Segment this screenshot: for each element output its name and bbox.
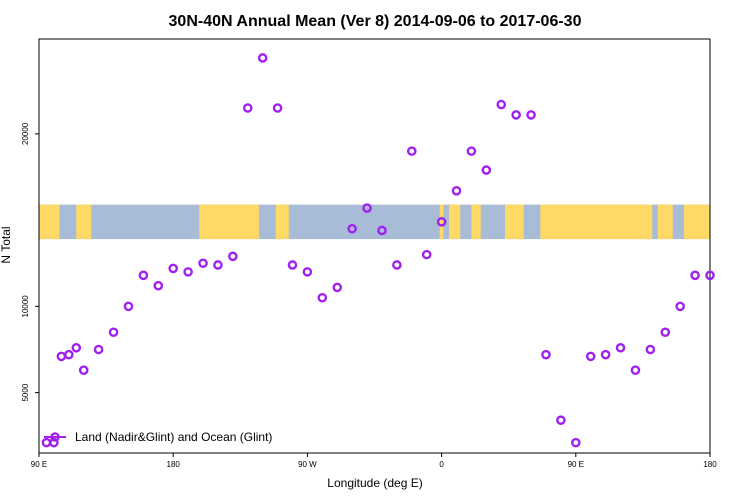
- data-point: [272, 103, 283, 113]
- x-tick-label: 90 E: [31, 460, 47, 469]
- data-point: [228, 251, 238, 262]
- data-point: [242, 103, 253, 113]
- land-region: [504, 204, 524, 240]
- data-point: [78, 365, 89, 376]
- data-point: [317, 292, 328, 303]
- land-region: [471, 204, 481, 240]
- x-tick-label: 90 E: [568, 460, 584, 469]
- data-point: [615, 342, 626, 353]
- data-point: [585, 351, 596, 362]
- data-point: [526, 110, 536, 120]
- data-point: [183, 267, 193, 277]
- legend-label: Land (Nadir&Glint) and Ocean (Glint): [75, 430, 272, 444]
- data-point: [332, 282, 343, 293]
- x-tick-label: 0: [439, 460, 444, 469]
- data-point: [64, 349, 74, 360]
- land-region: [76, 204, 92, 240]
- land-region: [540, 204, 653, 240]
- x-tick-label: 180: [167, 460, 181, 469]
- data-point: [93, 344, 104, 355]
- data-point: [630, 365, 641, 376]
- data-point: [511, 110, 521, 120]
- data-point: [600, 349, 611, 360]
- data-point: [556, 415, 566, 426]
- data-points: [41, 53, 715, 448]
- data-point: [362, 203, 372, 213]
- data-point: [49, 437, 59, 448]
- data-point: [645, 344, 656, 355]
- x-tick-label: 90 W: [298, 460, 317, 469]
- legend-marker: [50, 432, 60, 442]
- data-point: [541, 349, 551, 360]
- land-region: [275, 204, 289, 240]
- data-point: [287, 260, 298, 270]
- data-point: [56, 351, 67, 362]
- data-point: [466, 146, 477, 156]
- data-point: [690, 270, 700, 281]
- land-region: [683, 204, 710, 240]
- land-region: [449, 204, 461, 240]
- data-point: [213, 260, 223, 270]
- land-region: [39, 204, 60, 240]
- land-region: [657, 204, 673, 240]
- data-point: [168, 263, 178, 274]
- data-point: [123, 301, 134, 312]
- data-point: [406, 146, 417, 156]
- data-point: [675, 301, 685, 312]
- data-point: [302, 267, 313, 277]
- legend: Land (Nadir&Glint) and Ocean (Glint): [44, 430, 272, 444]
- y-tick-label: 20000: [21, 122, 30, 145]
- x-axis-label: Longitude (deg E): [327, 476, 422, 490]
- data-point: [660, 327, 671, 338]
- y-tick-label: 10000: [21, 295, 30, 318]
- y-tick-label: 5000: [21, 383, 30, 401]
- land-region: [439, 204, 444, 240]
- x-tick-label: 180: [703, 460, 717, 469]
- data-point: [138, 270, 149, 281]
- data-point: [481, 165, 492, 175]
- plot-frame: [38, 38, 711, 454]
- data-point: [705, 270, 715, 281]
- data-point: [421, 249, 432, 260]
- data-point: [153, 280, 164, 291]
- data-point: [377, 225, 387, 236]
- x-axis: 90 E 180 90 W 0 90 E 180: [31, 453, 717, 469]
- data-point: [496, 99, 507, 110]
- data-point: [347, 223, 357, 234]
- data-point: [71, 342, 82, 353]
- data-point: [108, 327, 119, 338]
- y-axis-label: N Total: [0, 226, 13, 263]
- land-region: [199, 204, 259, 240]
- data-point: [257, 53, 268, 63]
- y-axis: 5000 10000 20000: [21, 122, 39, 402]
- map-band: [39, 204, 710, 240]
- data-point: [451, 185, 462, 196]
- chart-title: 30N-40N Annual Mean (Ver 8) 2014-09-06 t…: [169, 13, 582, 30]
- data-point: [41, 437, 52, 448]
- data-point: [571, 437, 581, 448]
- data-point: [436, 217, 447, 227]
- data-point: [392, 260, 402, 270]
- data-point: [198, 258, 208, 269]
